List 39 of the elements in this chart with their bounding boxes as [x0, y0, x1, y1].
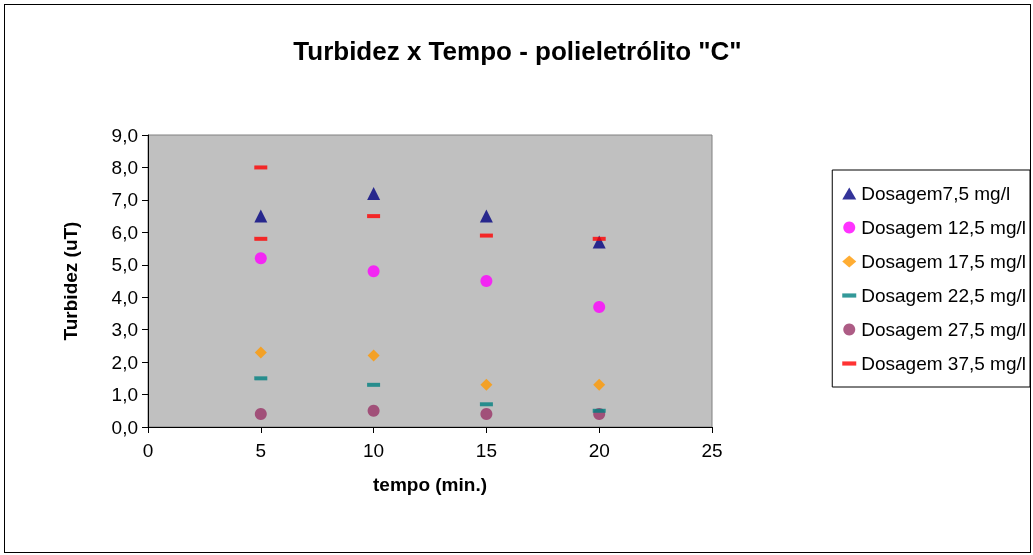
point [254, 346, 267, 359]
y-tick-label: 4,0 [111, 286, 138, 308]
point [367, 404, 380, 417]
x-tick-label: 20 [588, 440, 610, 461]
point [254, 408, 267, 421]
point [593, 378, 606, 391]
x-axis-title: tempo (min.) [373, 474, 487, 495]
point [480, 275, 493, 287]
y-tick-label: 9,0 [111, 124, 138, 146]
point [254, 209, 268, 223]
x-tick-label: 5 [255, 440, 267, 461]
y-tick-label: 6,0 [111, 221, 138, 243]
y-tick-label: 1,0 [111, 384, 138, 406]
y-tick-label: 7,0 [111, 189, 138, 211]
x-tick-label: 15 [475, 440, 497, 461]
point [480, 378, 493, 391]
point [593, 300, 606, 313]
legend-label: Dosagem 37,5 mg/l [861, 353, 1026, 374]
point [367, 265, 380, 278]
x-tick-label: 0 [142, 440, 154, 461]
chart-title: Turbidez x Tempo - polieletrólito "C" [293, 36, 742, 66]
point [480, 408, 493, 421]
point [479, 209, 493, 223]
y-tick-label: 3,0 [111, 319, 138, 341]
point [367, 186, 381, 200]
legend-label: Dosagem 17,5 mg/l [861, 251, 1026, 272]
y-tick-label: 2,0 [111, 351, 138, 373]
y-tick-label: 8,0 [111, 156, 138, 178]
y-tick-label: 5,0 [111, 254, 138, 276]
legend-label: Dosagem 27,5 mg/l [861, 319, 1026, 340]
x-tick-label: 25 [701, 440, 723, 461]
legend-label: Dosagem 12,5 mg/l [861, 217, 1026, 238]
y-axis-title: Turbidez (uT) [60, 221, 81, 341]
point [254, 252, 267, 265]
y-tick-label: 0,0 [111, 416, 138, 438]
legend-label: Dosagem7,5 mg/l [861, 183, 1011, 204]
x-tick-label: 10 [363, 440, 385, 461]
point [367, 349, 380, 362]
legend-label: Dosagem 22,5 mg/l [861, 285, 1026, 306]
